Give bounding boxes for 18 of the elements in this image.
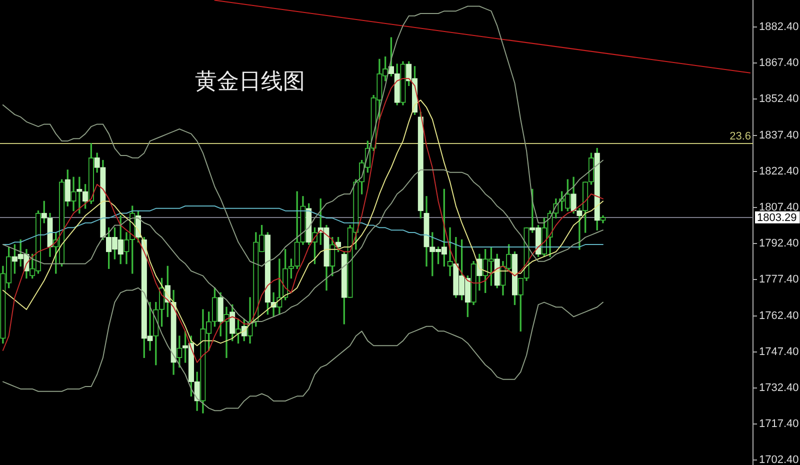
y-tick-label: 1837.40 [759, 129, 799, 142]
candlestick [224, 306, 230, 358]
y-tick-label: 1822.40 [759, 165, 799, 178]
y-tick-label: 1702.40 [759, 454, 799, 465]
y-tick-label: 1747.40 [759, 346, 799, 358]
y-tick-label: 1777.40 [759, 274, 799, 286]
y-tick-label: 1807.40 [759, 202, 799, 214]
ref-line-label: 1803.29 [757, 212, 797, 224]
candlestick [447, 227, 453, 276]
y-tick-label: 1792.40 [759, 238, 799, 250]
y-tick-label: 1732.40 [759, 382, 799, 394]
y-tick-label: 1867.40 [759, 57, 799, 70]
text: 黄金日线图 [195, 69, 306, 94]
y-tick-label: 1852.40 [759, 93, 799, 106]
y-tick-label: 1762.40 [759, 310, 799, 322]
annotation: 23.6 [730, 130, 751, 143]
y-tick-label: 1882.40 [759, 20, 799, 33]
y-tick-label: 1717.40 [759, 418, 799, 430]
